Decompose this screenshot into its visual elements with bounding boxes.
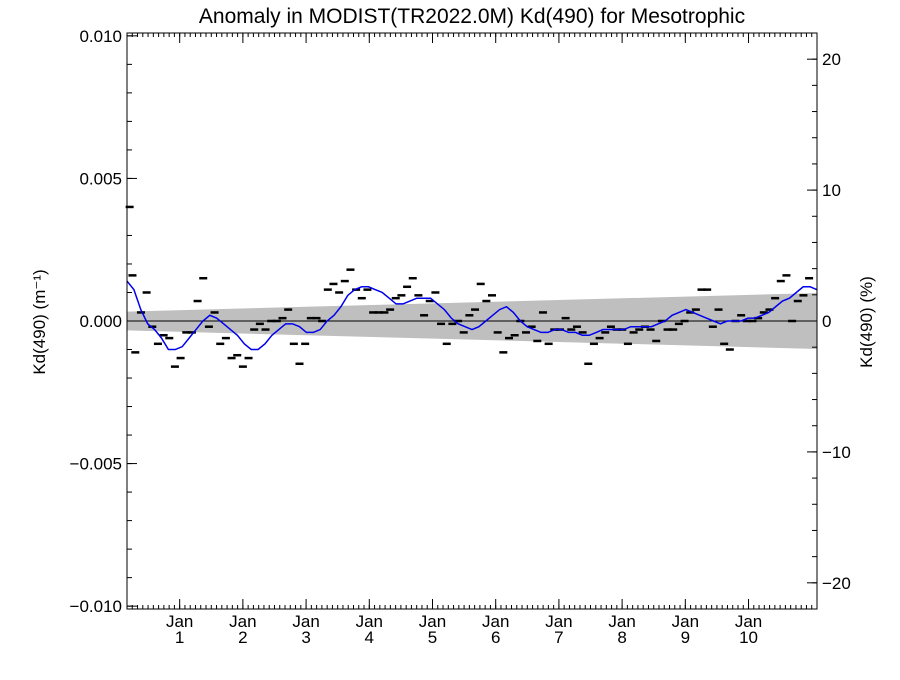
x-tick-label-year: 2 [238,628,247,647]
x-tick-label-month: Jan [356,612,383,631]
x-tick-label-month: Jan [545,612,572,631]
y-tick-label-left: −0.005 [70,455,122,474]
y-tick-label-left: −0.010 [70,597,122,616]
x-tick-label-month: Jan [166,612,193,631]
x-tick-label-year: 1 [175,628,184,647]
x-tick-label-month: Jan [735,612,762,631]
y-tick-label-right: 10 [822,181,841,200]
x-tick-label-month: Jan [482,612,509,631]
x-tick-label-month: Jan [419,612,446,631]
y-tick-label-left: 0.000 [79,312,122,331]
y-axis-label-right: Kd(490) (%) [857,276,876,368]
y-axis-label-left: Kd(490) (m⁻¹) [30,269,49,374]
y-tick-label-right: −10 [822,443,851,462]
x-tick-label-month: Jan [292,612,319,631]
x-tick-label-year: 10 [739,628,758,647]
x-tick-label-year: 7 [554,628,563,647]
x-tick-label-month: Jan [229,612,256,631]
x-tick-label-year: 3 [301,628,310,647]
x-tick-label-year: 5 [428,628,437,647]
plot-area: 0.010 0.005 0.000 −0.005 −0.010 20 10 0 −10 −20 Ja… [70,27,851,647]
y-tick-label-right: −20 [822,574,851,593]
y-tick-label-left: 0.005 [79,169,122,188]
x-tick-label-year: 4 [365,628,374,647]
y-tick-label-right: 0 [822,312,831,331]
x-tick-label-month: Jan [672,612,699,631]
y-tick-label-left: 0.010 [79,27,122,46]
x-tick-label-year: 6 [491,628,500,647]
x-tick-label-month: Jan [608,612,635,631]
y-tick-label-right: 20 [822,50,841,69]
chart-title: Anomaly in MODIST(TR2022.0M) Kd(490) for… [199,5,745,28]
x-tick-label-year: 9 [681,628,690,647]
smoothed-line [126,280,818,351]
x-tick-label-year: 8 [617,628,626,647]
